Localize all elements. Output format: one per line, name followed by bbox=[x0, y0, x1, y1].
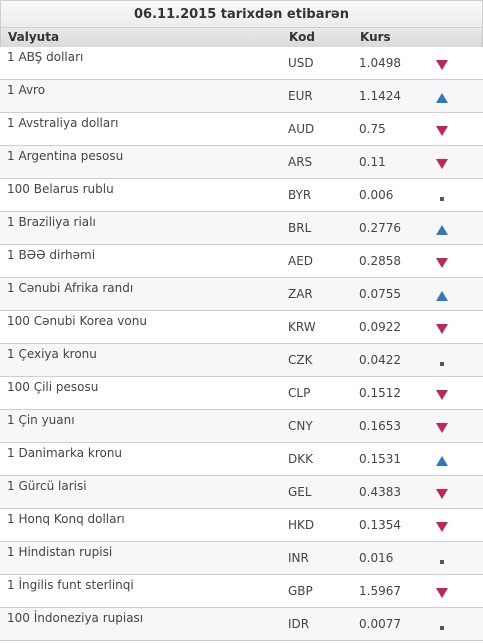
table-row: 100 Belarus rublu BYR 0.006 bbox=[0, 179, 483, 212]
header-code: Kod bbox=[289, 30, 315, 44]
currency-code: BYR bbox=[288, 188, 312, 202]
currency-rate: 0.0755 bbox=[359, 287, 401, 301]
currency-code: AUD bbox=[288, 122, 315, 136]
currency-code: GEL bbox=[288, 485, 312, 499]
trend-down-icon bbox=[436, 522, 450, 536]
currency-code: AED bbox=[288, 254, 314, 268]
table-row: 1 İngilis funt sterlinqi GBP 1.5967 bbox=[0, 575, 483, 608]
currency-rate: 0.11 bbox=[359, 155, 386, 169]
table-title: 06.11.2015 tarixdən etibarən bbox=[0, 0, 483, 27]
table-row: 1 Honq Konq dolları HKD 0.1354 bbox=[0, 509, 483, 542]
table-row: 1 Danimarka kronu DKK 0.1531 bbox=[0, 443, 483, 476]
currency-code: DKK bbox=[288, 452, 313, 466]
currency-name: 1 Çin yuanı bbox=[7, 413, 75, 427]
table-row: 1 Cənubi Afrika randı ZAR 0.0755 bbox=[0, 278, 483, 311]
table-row: 1 Hindistan rupisi INR 0.016 bbox=[0, 542, 483, 575]
currency-name: 1 Avro bbox=[7, 83, 46, 97]
currency-name: 100 İndoneziya rupiası bbox=[7, 611, 144, 625]
currency-name: 1 Çexiya kronu bbox=[7, 347, 97, 361]
trend-up-icon bbox=[436, 291, 450, 305]
trend-down-icon bbox=[436, 588, 450, 602]
currency-rate: 0.1512 bbox=[359, 386, 401, 400]
currency-code: INR bbox=[288, 551, 309, 565]
currency-name: 1 Honq Konq dolları bbox=[7, 512, 125, 526]
table-header: Valyuta Kod Kurs bbox=[0, 27, 483, 49]
currency-code: ZAR bbox=[288, 287, 313, 301]
table-row: 1 Çexiya kronu CZK 0.0422 bbox=[0, 344, 483, 377]
trend-down-icon bbox=[436, 423, 450, 437]
currency-name: 100 Cənubi Korea vonu bbox=[7, 314, 147, 328]
trend-down-icon bbox=[436, 324, 450, 338]
trend-flat-icon bbox=[436, 357, 450, 371]
table-row: 1 Argentina pesosu ARS 0.11 bbox=[0, 146, 483, 179]
table-row: 1 ABŞ dolları USD 1.0498 bbox=[0, 47, 483, 80]
currency-name: 1 İngilis funt sterlinqi bbox=[7, 578, 134, 592]
table-row: 1 Avro EUR 1.1424 bbox=[0, 80, 483, 113]
currency-name: 1 Argentina pesosu bbox=[7, 149, 124, 163]
currency-name: 1 Danimarka kronu bbox=[7, 446, 123, 460]
table-row: 100 İndoneziya rupiası IDR 0.0077 bbox=[0, 608, 483, 641]
currency-rate: 0.1531 bbox=[359, 452, 401, 466]
table-row: 1 Çin yuanı CNY 0.1653 bbox=[0, 410, 483, 443]
table-row: 1 Braziliya rialı BRL 0.2776 bbox=[0, 212, 483, 245]
currency-rate: 0.0422 bbox=[359, 353, 401, 367]
currency-code: BRL bbox=[288, 221, 312, 235]
currency-code: CZK bbox=[288, 353, 313, 367]
currency-rate: 0.0077 bbox=[359, 617, 401, 631]
currency-code: EUR bbox=[288, 89, 313, 103]
currency-code: ARS bbox=[288, 155, 313, 169]
currency-name: 1 Hindistan rupisi bbox=[7, 545, 113, 559]
trend-up-icon bbox=[436, 93, 450, 107]
trend-down-icon bbox=[436, 258, 450, 272]
currency-rate: 1.0498 bbox=[359, 56, 401, 70]
rates-table-body: 1 ABŞ dolları USD 1.0498 1 Avro EUR 1.1424 1 A… bbox=[0, 47, 483, 641]
trend-flat-icon bbox=[436, 555, 450, 569]
currency-rate: 0.4383 bbox=[359, 485, 401, 499]
table-row: 1 Gürcü larisi GEL 0.4383 bbox=[0, 476, 483, 509]
currency-rate: 0.006 bbox=[359, 188, 394, 202]
currency-name: 100 Belarus rublu bbox=[7, 182, 114, 196]
trend-up-icon bbox=[436, 456, 450, 470]
currency-name: 100 Çili pesosu bbox=[7, 380, 99, 394]
currency-rate: 0.2858 bbox=[359, 254, 401, 268]
table-row: 1 Avstraliya dolları AUD 0.75 bbox=[0, 113, 483, 146]
currency-rate: 0.0922 bbox=[359, 320, 401, 334]
header-rate: Kurs bbox=[360, 30, 391, 44]
currency-name: 1 ABŞ dolları bbox=[7, 50, 84, 64]
currency-rate: 1.1424 bbox=[359, 89, 401, 103]
currency-rate: 0.2776 bbox=[359, 221, 401, 235]
currency-rate: 0.1354 bbox=[359, 518, 401, 532]
currency-rate: 0.1653 bbox=[359, 419, 401, 433]
currency-rate: 1.5967 bbox=[359, 584, 401, 598]
trend-down-icon bbox=[436, 489, 450, 503]
currency-code: CNY bbox=[288, 419, 313, 433]
trend-flat-icon bbox=[436, 192, 450, 206]
table-row: 100 Cənubi Korea vonu KRW 0.0922 bbox=[0, 311, 483, 344]
trend-down-icon bbox=[436, 60, 450, 74]
currency-code: HKD bbox=[288, 518, 315, 532]
currency-code: USD bbox=[288, 56, 314, 70]
currency-rate: 0.016 bbox=[359, 551, 394, 565]
trend-down-icon bbox=[436, 390, 450, 404]
currency-name: 1 BƏƏ dirhəmi bbox=[7, 248, 96, 262]
currency-name: 1 Cənubi Afrika randı bbox=[7, 281, 134, 295]
currency-name: 1 Gürcü larisi bbox=[7, 479, 87, 493]
currency-code: KRW bbox=[288, 320, 316, 334]
trend-flat-icon bbox=[436, 621, 450, 635]
header-currency: Valyuta bbox=[8, 30, 60, 44]
currency-name: 1 Braziliya rialı bbox=[7, 215, 96, 229]
currency-code: IDR bbox=[288, 617, 310, 631]
table-row: 100 Çili pesosu CLP 0.1512 bbox=[0, 377, 483, 410]
trend-down-icon bbox=[436, 126, 450, 140]
currency-code: CLP bbox=[288, 386, 311, 400]
currency-name: 1 Avstraliya dolları bbox=[7, 116, 119, 130]
table-row: 1 BƏƏ dirhəmi AED 0.2858 bbox=[0, 245, 483, 278]
trend-down-icon bbox=[436, 159, 450, 173]
currency-rate: 0.75 bbox=[359, 122, 386, 136]
trend-up-icon bbox=[436, 225, 450, 239]
currency-code: GBP bbox=[288, 584, 313, 598]
